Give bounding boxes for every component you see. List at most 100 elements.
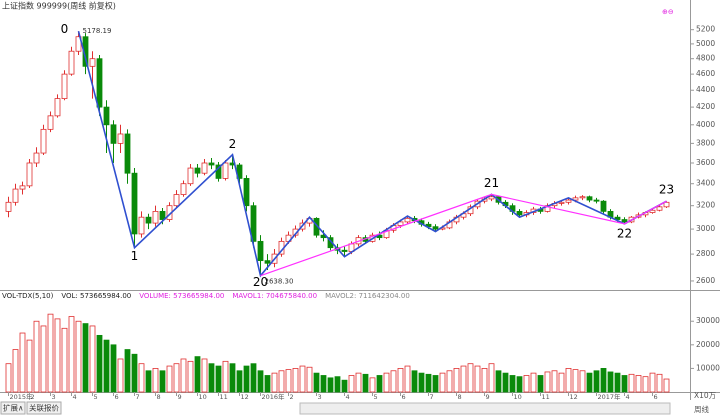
candle-body [614, 216, 621, 220]
volume-bar [565, 368, 572, 393]
volume-bar [117, 358, 124, 393]
volume-bar [187, 360, 194, 393]
volume-bar [208, 363, 215, 393]
volume-bar [488, 363, 495, 393]
zoom-icons[interactable]: ⊕⊖ [662, 8, 674, 16]
scrollbar[interactable] [299, 402, 671, 415]
volume-bar [264, 375, 271, 393]
volume-bar [530, 372, 537, 393]
volume-bar [145, 370, 152, 393]
candle-body [194, 167, 201, 174]
candle-body [152, 210, 159, 224]
volume-bar [355, 372, 362, 393]
volume-bar [341, 379, 348, 393]
x-tick-label: 11 [220, 393, 228, 401]
volume-bar [313, 372, 320, 393]
x-tick-label: 6 [654, 393, 658, 401]
candle-body [19, 185, 26, 190]
tab[interactable] [0, 401, 26, 415]
wave-label: 1 [131, 249, 139, 263]
volume-bar [663, 378, 670, 393]
candle-body [208, 162, 215, 166]
volume-bar [26, 339, 33, 393]
volume-bar [579, 370, 586, 393]
candle-body [47, 115, 54, 130]
volume-bar [460, 365, 467, 393]
candle-body [565, 199, 572, 203]
x-tick-label: 11 [542, 393, 550, 401]
volume-bar [89, 325, 96, 393]
volume-bar [33, 320, 40, 393]
candle-body [600, 200, 607, 212]
volume-bar [96, 334, 103, 393]
candle-body [173, 194, 180, 207]
candle-body [117, 133, 124, 144]
volume-bar [75, 320, 82, 393]
candle-body [68, 50, 75, 75]
volume-header: VOL: 573665984.00 [61, 292, 131, 300]
candle-body [33, 152, 40, 164]
x-tick-label: 10 [514, 393, 522, 401]
volume-bar [432, 375, 439, 393]
volume-bar [418, 372, 425, 393]
y-tick-label: 2800 [696, 249, 715, 258]
volume-bar [600, 368, 607, 393]
volume-bar [516, 376, 523, 393]
volume-bar [306, 366, 313, 393]
candle-body [5, 201, 12, 212]
x-tick-label: 12 [241, 393, 249, 401]
candle-body [621, 219, 628, 223]
candle-body [432, 226, 439, 230]
volume-header: VOLUME: 573665984.00 [139, 292, 224, 300]
volume-bar [411, 370, 418, 393]
tab-label[interactable]: 关联报价 [29, 403, 59, 413]
x-tick-label: 7 [136, 393, 140, 401]
volume-bar [481, 368, 488, 393]
volume-bar [222, 360, 229, 393]
volume-bar [593, 370, 600, 393]
volume-bar [180, 358, 187, 393]
tab[interactable] [26, 401, 62, 415]
x-tick-label: 3 [52, 393, 56, 401]
candle-body [397, 221, 404, 226]
volume-bar [509, 375, 516, 393]
x-tick-label: 2017年 [598, 392, 622, 401]
volume-bar [383, 372, 390, 393]
x-tick-label: 7 [430, 393, 434, 401]
volume-bar [229, 363, 236, 393]
candle-body [138, 216, 145, 235]
y-tick-label: 5200 [696, 25, 715, 34]
candle-body [243, 178, 250, 207]
volume-bar [551, 370, 558, 393]
x-tick-label: 8 [458, 393, 462, 401]
volume-bar [19, 332, 26, 393]
y-tick-label: 4600 [696, 69, 715, 78]
volume-bar [404, 365, 411, 393]
tab-label[interactable]: 扩展∧ [3, 403, 24, 413]
volume-bar [5, 363, 12, 393]
x-tick-label: 5 [94, 393, 98, 401]
candle-body [201, 162, 208, 174]
x-tick-label: 4 [346, 393, 350, 401]
volume-bar [173, 363, 180, 393]
candle-body [26, 162, 33, 187]
candle-body [103, 106, 110, 126]
volume-bar [537, 375, 544, 393]
volume-bar [292, 368, 299, 393]
volume-bar [446, 370, 453, 393]
candle-body [586, 196, 593, 201]
wave-label: 21 [484, 176, 499, 190]
y-tick-label: 4200 [696, 102, 715, 111]
price-note: 2638.30 [265, 278, 294, 286]
wave-label: 20 [253, 275, 268, 289]
wave-label: 23 [659, 183, 674, 197]
volume-bar [635, 375, 642, 393]
candle-body [159, 210, 166, 220]
y-tick-label: 3200 [696, 201, 715, 210]
x-tick-label: 6 [402, 393, 406, 401]
volume-header: MAVOL2: 711642304.00 [325, 292, 410, 300]
volume-bar [607, 371, 614, 393]
volume-bar [425, 373, 432, 393]
candle-body [404, 217, 411, 223]
